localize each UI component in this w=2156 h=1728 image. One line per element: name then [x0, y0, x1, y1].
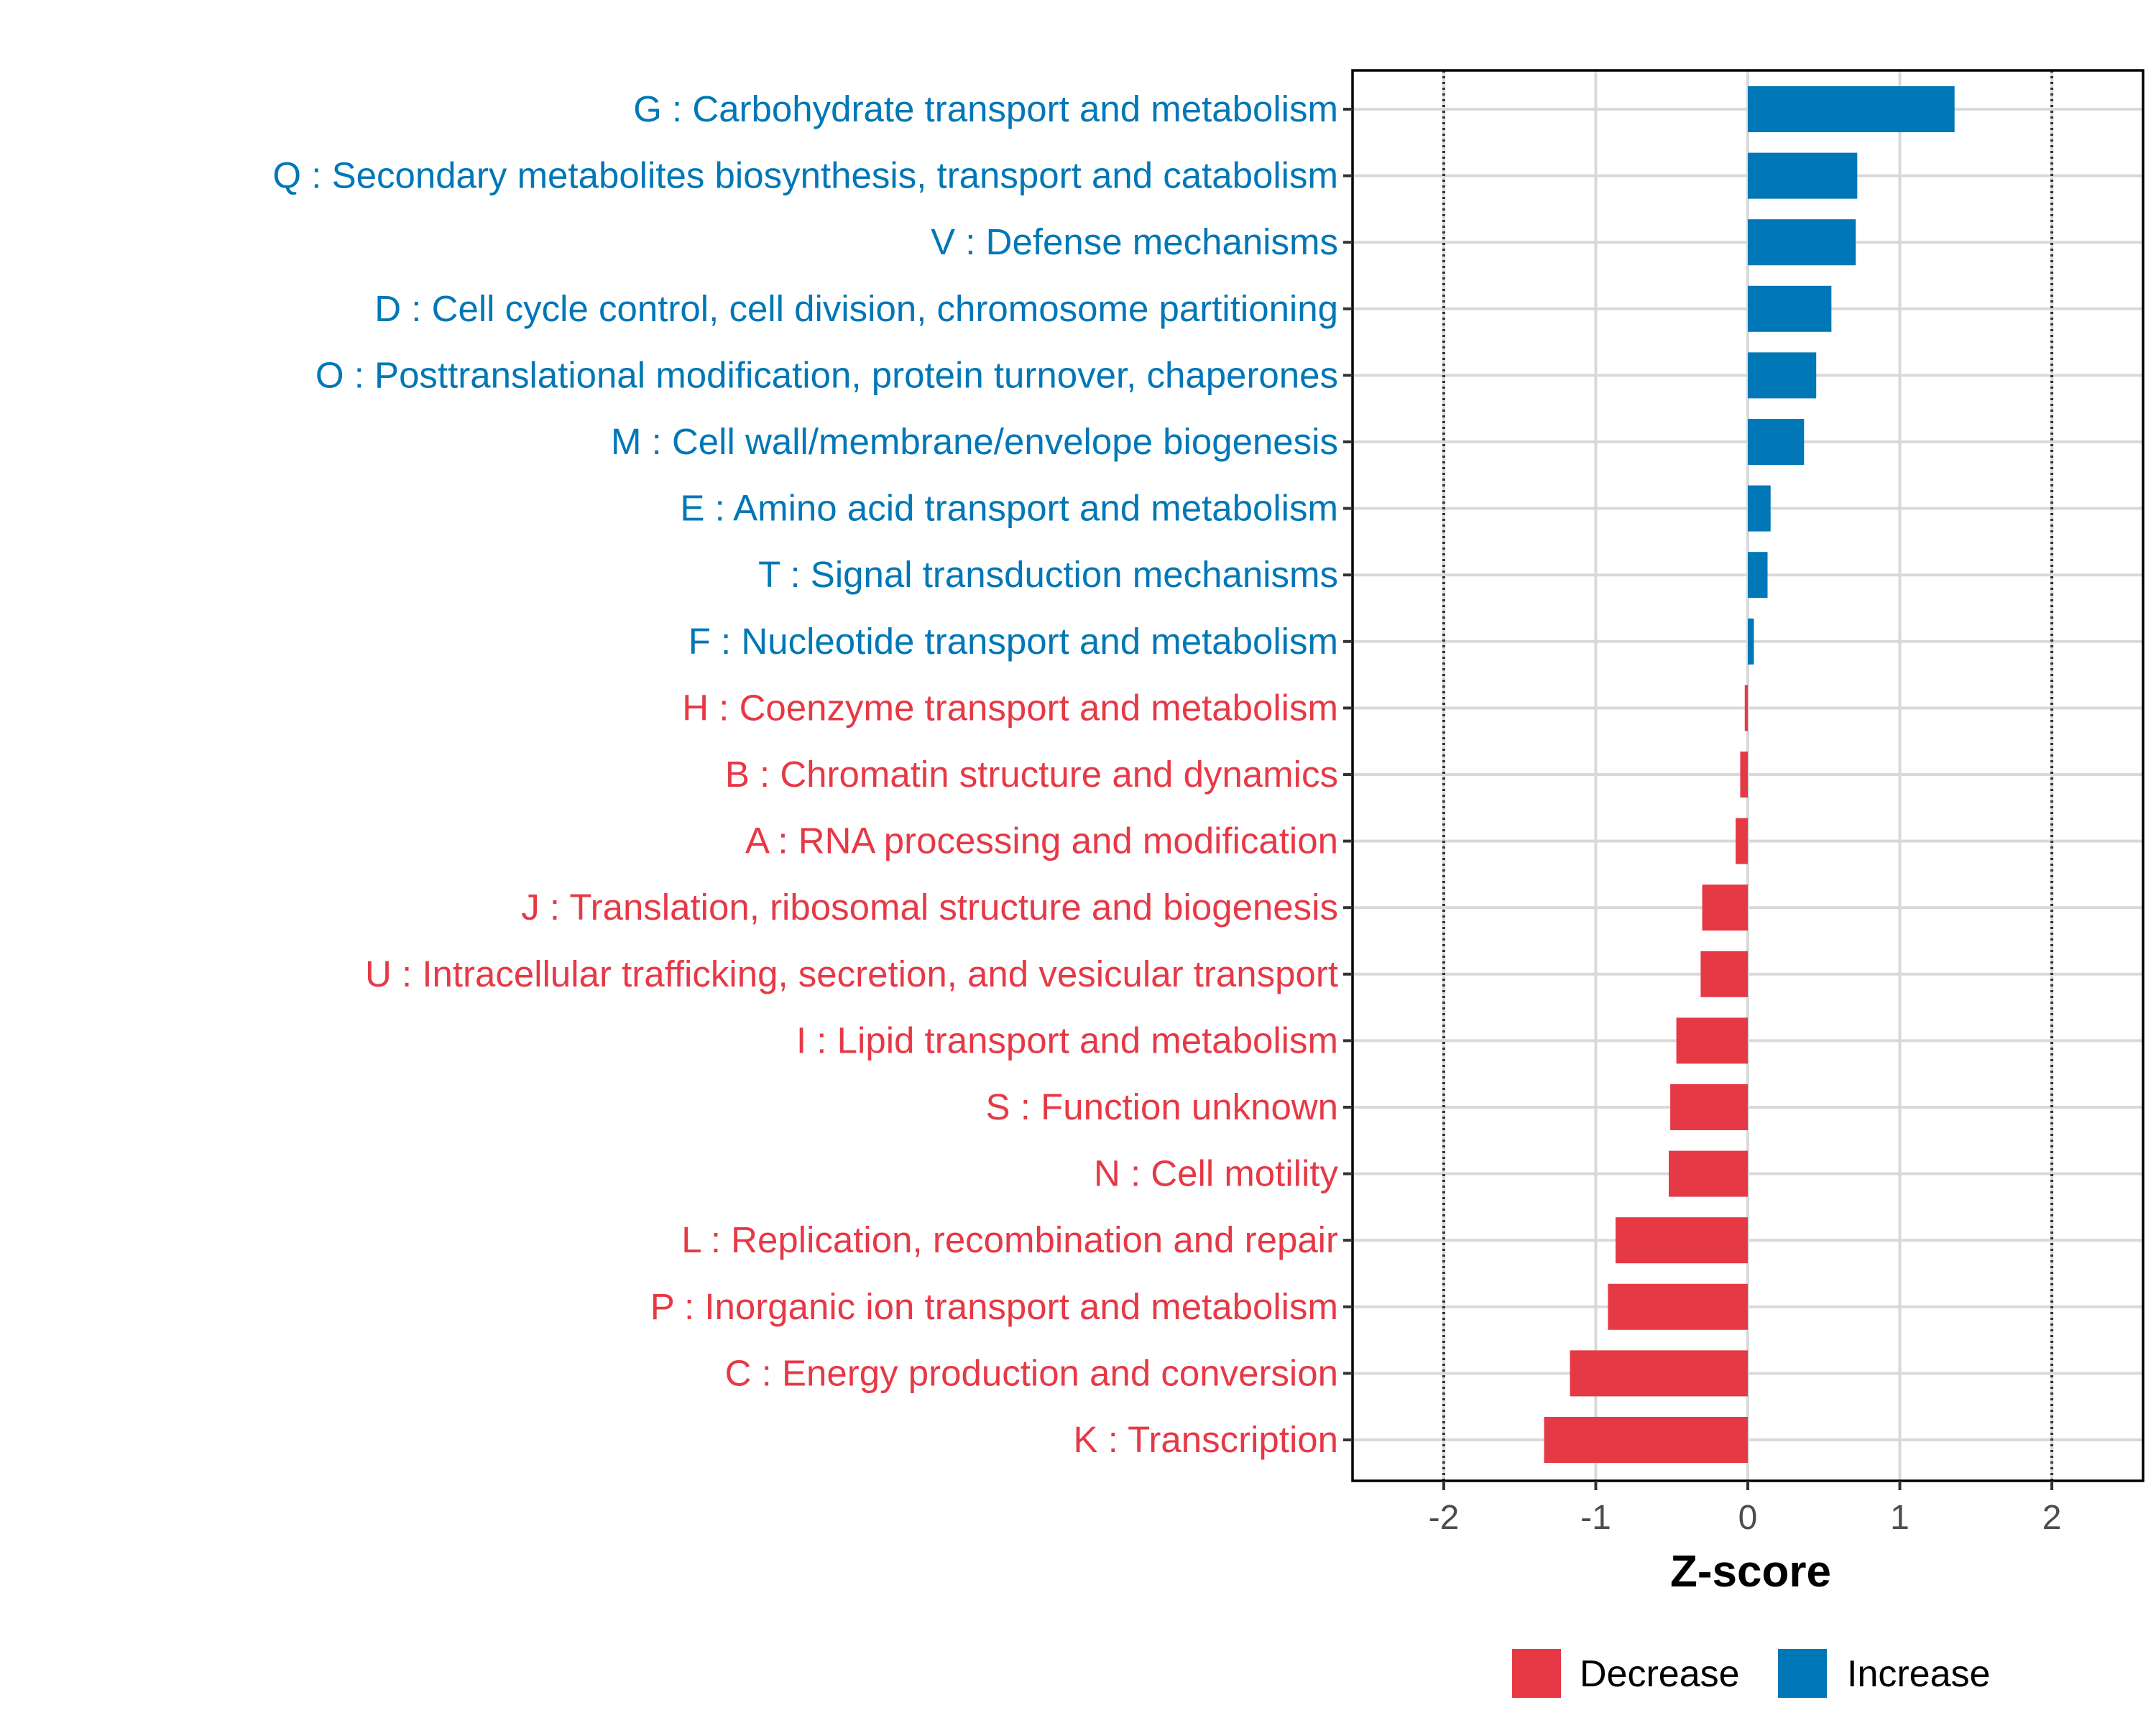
bar-o: [1748, 352, 1817, 399]
x-tick-label: -2: [1429, 1499, 1460, 1537]
legend: Decrease Increase: [1512, 1649, 1990, 1698]
y-category-label: C : Energy production and conversion: [725, 1352, 1338, 1393]
y-category-label: B : Chromatin structure and dynamics: [725, 754, 1338, 795]
y-category-label: S : Function unknown: [986, 1086, 1338, 1127]
bars: [1544, 86, 1955, 1463]
bar-g: [1748, 86, 1955, 132]
y-axis-category-labels: G : Carbohydrate transport and metabolis…: [272, 88, 1338, 1460]
y-category-label: O : Posttranslational modification, prot…: [315, 354, 1338, 395]
legend-label-decrease: Decrease: [1580, 1653, 1740, 1695]
bar-c: [1570, 1350, 1748, 1397]
y-category-label: G : Carbohydrate transport and metabolis…: [633, 88, 1338, 129]
y-category-label: V : Defense mechanisms: [931, 221, 1338, 262]
x-tick-label: -1: [1580, 1499, 1611, 1537]
y-category-label: E : Amino acid transport and metabolism: [680, 488, 1338, 529]
bar-v: [1748, 219, 1856, 266]
x-tick-label: 1: [1890, 1499, 1909, 1537]
y-category-label: F : Nucleotide transport and metabolism: [688, 621, 1338, 662]
y-category-label: M : Cell wall/membrane/envelope biogenes…: [611, 421, 1338, 462]
bar-p: [1608, 1283, 1748, 1330]
y-category-label: L : Replication, recombination and repai…: [681, 1219, 1338, 1260]
bar-s: [1670, 1084, 1748, 1130]
bar-t: [1748, 552, 1768, 599]
bar-e: [1748, 485, 1771, 532]
y-axis-ticks: [1343, 108, 1353, 1441]
bar-n: [1669, 1150, 1748, 1197]
y-category-label: P : Inorganic ion transport and metaboli…: [650, 1286, 1338, 1327]
x-axis-ticks: -2 -1 0 1 2: [1429, 1481, 2062, 1537]
y-category-label: T : Signal transduction mechanisms: [758, 554, 1338, 595]
legend-key-increase: [1778, 1649, 1827, 1698]
y-category-label: D : Cell cycle control, cell division, c…: [374, 288, 1338, 329]
bar-b: [1740, 752, 1748, 798]
legend-label-increase: Increase: [1847, 1653, 1990, 1695]
y-category-label: I : Lipid transport and metabolism: [796, 1020, 1338, 1061]
x-axis-title: Z-score: [1670, 1547, 1831, 1597]
bar-q: [1748, 152, 1858, 199]
legend-key-decrease: [1512, 1649, 1561, 1698]
x-tick-label: 2: [2042, 1499, 2062, 1537]
bar-d: [1748, 285, 1832, 332]
y-category-label: N : Cell motility: [1094, 1153, 1339, 1194]
bar-u: [1700, 951, 1748, 997]
y-category-label: K : Transcription: [1074, 1419, 1338, 1460]
bar-a: [1736, 818, 1748, 864]
x-tick-label: 0: [1738, 1499, 1758, 1537]
bar-f: [1748, 618, 1754, 665]
bar-i: [1676, 1017, 1748, 1064]
y-category-label: U : Intracellular trafficking, secretion…: [365, 953, 1338, 994]
y-category-label: Q : Secondary metabolites biosynthesis, …: [272, 155, 1338, 196]
bar-l: [1615, 1217, 1748, 1264]
bar-j: [1702, 884, 1748, 931]
y-category-label: J : Translation, ribosomal structure and…: [521, 887, 1338, 928]
bar-h: [1744, 685, 1748, 731]
y-category-label: H : Coenzyme transport and metabolism: [682, 687, 1338, 728]
y-category-label: A : RNA processing and modification: [745, 821, 1338, 861]
bar-m: [1748, 419, 1805, 465]
bar-k: [1544, 1417, 1748, 1463]
